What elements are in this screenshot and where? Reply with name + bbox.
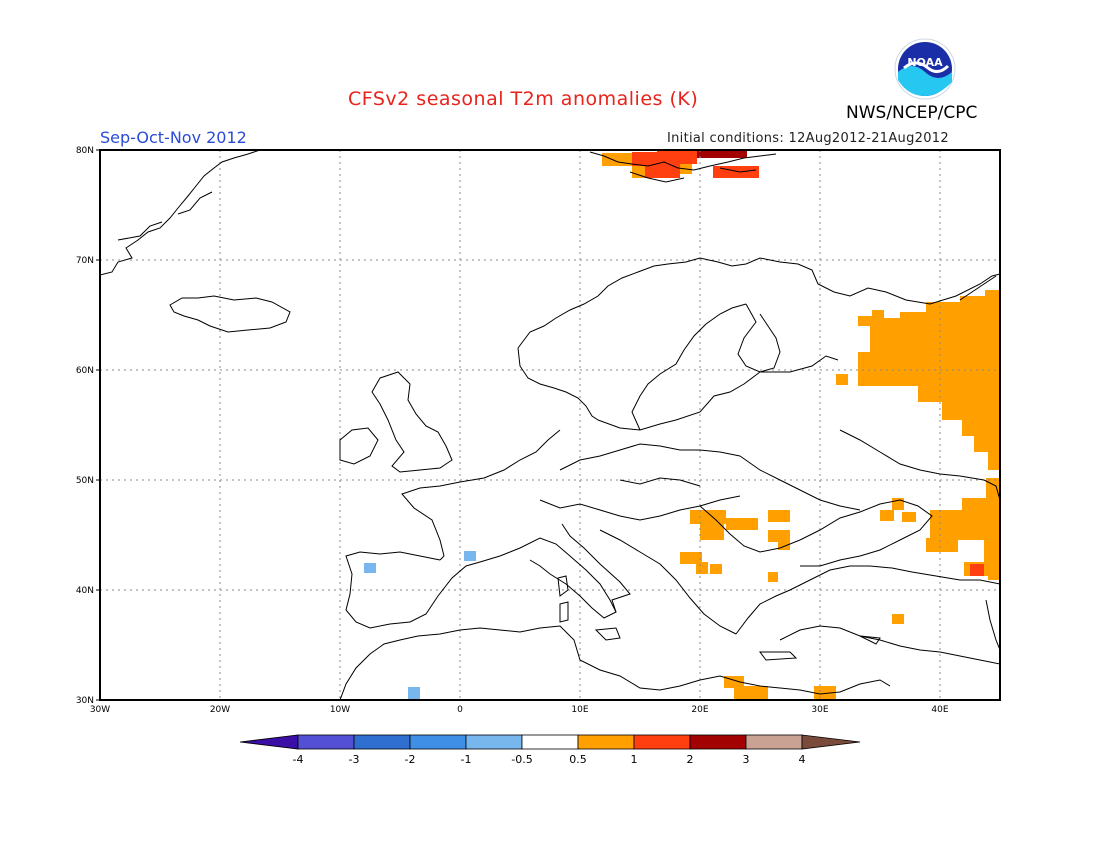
- anomaly-iberia-france-morocco: [364, 551, 476, 700]
- colorbar-swatch: [465, 734, 523, 750]
- noaa-logo: NOAA: [894, 38, 956, 100]
- colorbar-swatch: [353, 734, 411, 750]
- gridlines: [100, 150, 1000, 700]
- colorbar-tick-label: -4: [293, 753, 304, 766]
- season-label: Sep-Oct-Nov 2012: [100, 128, 247, 147]
- anomaly-balkans-hungary: [680, 510, 904, 624]
- colorbar-swatch: [409, 734, 467, 750]
- lon-tick-label: 40E: [931, 705, 948, 715]
- colorbar-tick-label: 1: [631, 753, 638, 766]
- coastlines: [100, 150, 1000, 700]
- colorbar-swatch: [297, 734, 355, 750]
- colorbar: -4 -3 -2 -1 -0.5 0.5 1 2 3 4: [239, 734, 861, 766]
- lon-tick-label: 0: [457, 705, 463, 715]
- anomaly-western-russia: [836, 290, 1000, 470]
- colorbar-swatch: [633, 734, 691, 750]
- colorbar-upper-extend: [801, 734, 861, 750]
- lon-tick-label: 30W: [90, 705, 110, 715]
- colorbar-swatch: [577, 734, 635, 750]
- initial-conditions-label: Initial conditions: 12Aug2012-21Aug2012: [667, 131, 949, 146]
- lat-tick-label: 80N: [76, 146, 94, 156]
- lat-tick-labels: 30N 40N 50N 60N 70N 80N: [76, 146, 94, 706]
- anomaly-svalbard: [602, 150, 759, 178]
- colorbar-tick-label: 0.5: [569, 753, 587, 766]
- colorbar-swatch: [689, 734, 747, 750]
- colorbar-tick-label: -0.5: [511, 753, 532, 766]
- colorbar-swatch: [521, 734, 579, 750]
- lat-tick-label: 60N: [76, 366, 94, 376]
- tick-marks: [96, 149, 100, 701]
- lon-tick-label: 20E: [691, 705, 708, 715]
- lat-tick-label: 70N: [76, 256, 94, 266]
- anomaly-caspian-caucasus: [880, 478, 1000, 580]
- colorbar-tick-label: 2: [687, 753, 694, 766]
- anomaly-cells: [364, 150, 1000, 700]
- map-frame: [99, 149, 1001, 701]
- lon-tick-label: 10E: [571, 705, 588, 715]
- lat-tick-label: 40N: [76, 586, 94, 596]
- noaa-logo-text: NOAA: [907, 56, 943, 69]
- colorbar-tick-label: -2: [405, 753, 416, 766]
- lat-tick-label: 50N: [76, 476, 94, 486]
- colorbar-lower-extend: [239, 734, 299, 750]
- colorbar-tick-label: -1: [461, 753, 472, 766]
- colorbar-tick-label: 3: [743, 753, 750, 766]
- colorbar-tick-label: 4: [799, 753, 806, 766]
- colorbar-tick-label: -3: [349, 753, 360, 766]
- agency-label: NWS/NCEP/CPC: [846, 103, 978, 123]
- anomaly-libya-egypt-coast: [724, 676, 836, 700]
- page-title: CFSv2 seasonal T2m anomalies (K): [348, 88, 699, 110]
- lat-tick-label: 30N: [76, 696, 94, 706]
- lon-tick-label: 10W: [330, 705, 350, 715]
- lon-tick-labels: 30W 20W 10W 0 10E 20E 30E 40E: [90, 705, 949, 715]
- lon-tick-label: 20W: [210, 705, 230, 715]
- lon-tick-label: 30E: [811, 705, 828, 715]
- colorbar-swatch: [745, 734, 803, 750]
